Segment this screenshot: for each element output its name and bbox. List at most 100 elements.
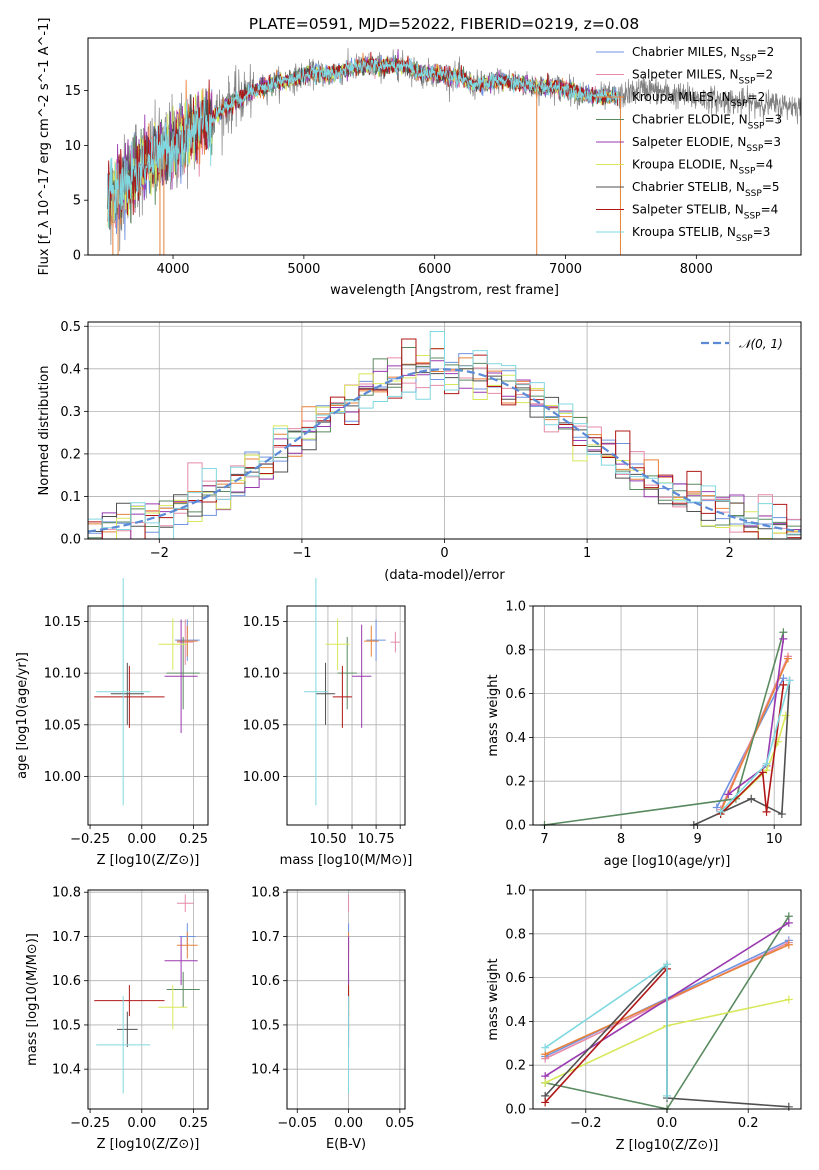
spectrum-ytick-label: 10 — [64, 139, 81, 154]
age_vs_Z-xtick-label: 0.00 — [127, 832, 156, 847]
mass_vs_Z-chart: −0.25 0.00 0.25 10.4 10.5 10.6 10.7 10.8 Z [log1… — [25, 886, 209, 1152]
weight-point-marker — [762, 759, 771, 768]
mass_vs_ebv-ytick-label: 10.5 — [251, 1018, 280, 1033]
spectrum-ytick-label: 5 — [73, 194, 81, 209]
weight-point-marker — [541, 1098, 550, 1107]
mass_vs_Z-xtick-label: 0.25 — [179, 1116, 208, 1131]
mass_vs_ebv-ytick-label: 10.8 — [251, 886, 280, 901]
spectrum-xlabel: wavelength [Angstrom, rest frame] — [330, 283, 559, 298]
weight-point-marker — [781, 711, 790, 720]
mass_vs_ebv-xtick-label: 0.05 — [385, 1116, 414, 1131]
age_vs_Z-ytick-label: 10.10 — [44, 667, 81, 682]
mass_vs_Z-ylabel: mass [log10(M/M⊙)] — [25, 933, 40, 1066]
age_vs_mass-ytick-label: 10.05 — [243, 718, 280, 733]
residual-histogram — [88, 330, 801, 540]
mass_vs_ebv-chart: −0.05 0.00 0.05 10.4 10.5 10.6 10.7 10.8 E(B-V) — [251, 886, 414, 1152]
mass_vs_Z-frame — [87, 889, 209, 1110]
weight-point-marker — [779, 634, 788, 643]
legend-entry: 𝒩(0, 1) — [739, 337, 783, 351]
age_vs_Z-xtick-label: 0.25 — [179, 832, 208, 847]
weight-point-marker — [779, 680, 788, 689]
weight_vs_Z-xtick-label: −0.2 — [570, 1116, 602, 1131]
residual-histogram — [88, 338, 801, 540]
weight_vs_Z-xtick-label: 0.2 — [738, 1116, 759, 1131]
weight_vs_Z-xlabel: Z [log10(Z/Z⊙)] — [616, 1138, 719, 1153]
mass_vs_Z-ytick-label: 10.5 — [52, 1018, 81, 1033]
weight_vs_age-ytick-label: 0.0 — [505, 819, 526, 834]
weight-point-marker — [762, 807, 771, 816]
weight_vs_Z-ylabel: mass weight — [486, 958, 501, 1040]
weight-series-line — [544, 968, 668, 1103]
mass_vs_Z-ytick-label: 10.4 — [52, 1063, 81, 1078]
legend-entry: Chabrier ELODIE, NSSP=3 — [632, 113, 782, 132]
age_vs_mass-chart: 10.50 10.75 10.00 10.05 10.10 10.15 mass [log1… — [243, 578, 412, 868]
weight_vs_Z-ytick-label: 1.0 — [505, 884, 526, 899]
mass_vs_Z-xlabel: Z [log10(Z/Z⊙)] — [97, 1137, 200, 1152]
spectrum-xtick-label: 6000 — [418, 262, 451, 277]
residuals-xtick-label: −2 — [150, 546, 169, 561]
weight_vs_age-ytick-label: 0.4 — [505, 731, 526, 746]
mass_vs_ebv-xlabel: E(B-V) — [326, 1137, 366, 1152]
weight_vs_Z-xtick-label: 0.0 — [657, 1116, 678, 1131]
legend-entry: Salpeter ELODIE, NSSP=3 — [632, 135, 781, 154]
age_vs_Z-xlabel: Z [log10(Z/Z⊙)] — [97, 853, 200, 868]
legend-entry: Kroupa MILES, NSSP=2 — [632, 90, 765, 109]
weight-point-marker — [777, 810, 786, 819]
residuals-ytick-label: 0.1 — [60, 490, 81, 505]
weight-point-marker — [541, 1078, 550, 1087]
mass_vs_ebv-frame — [286, 889, 406, 1110]
mass_vs_Z-ytick-label: 10.8 — [52, 886, 81, 901]
spectrum-xtick-label: 7000 — [549, 262, 582, 277]
weight-series-line — [544, 632, 785, 826]
age_vs_mass-xtick-label: 10.75 — [357, 832, 394, 847]
residuals-xtick-label: 0 — [440, 546, 448, 561]
weight_vs_age-ytick-label: 0.8 — [505, 643, 526, 658]
spectrum-ytick-label: 15 — [64, 84, 81, 99]
weight-point-marker — [716, 807, 725, 816]
residuals-ytick-label: 0.5 — [60, 320, 81, 335]
legend-entry: Salpeter STELIB, NSSP=4 — [632, 203, 778, 222]
residuals-xtick-label: 1 — [583, 546, 591, 561]
weight-point-marker — [758, 768, 767, 777]
spectrum-plot-area — [107, 48, 801, 255]
weight-point-marker — [784, 918, 793, 927]
weight-point-marker — [541, 1043, 550, 1052]
weight-point-marker — [785, 676, 794, 685]
weight_vs_age-xtick-label: 10 — [766, 832, 783, 847]
weight-point-marker — [663, 1091, 671, 1100]
mass_vs_ebv-ytick-label: 10.7 — [251, 930, 280, 945]
residuals-xtick-label: 2 — [726, 546, 734, 561]
weight-point-marker — [724, 790, 733, 799]
residuals-ytick-label: 0.3 — [60, 405, 81, 420]
weight-point-marker — [784, 995, 793, 1004]
weight_vs_age-ytick-label: 0.2 — [505, 775, 526, 790]
weight-point-marker — [783, 654, 792, 663]
mass_vs_ebv-xtick-label: −0.05 — [277, 1116, 317, 1131]
spectrum-frame — [87, 37, 802, 256]
age_vs_mass-ytick-label: 10.00 — [243, 770, 280, 785]
mass_vs_Z-ytick-label: 10.7 — [52, 930, 81, 945]
spectrum-ylabel: Flux [f_λ 10^-17 erg cm^-2 s^-1 A^-1] — [37, 18, 52, 276]
weight_vs_Z-ytick-label: 0.8 — [505, 927, 526, 942]
mass_vs_Z-xtick-label: 0.00 — [127, 1116, 156, 1131]
spectrum-model-line — [107, 58, 619, 228]
mass_vs_ebv-xtick-label: 0.00 — [334, 1116, 363, 1131]
weight_vs_age-xtick-label: 7 — [540, 832, 548, 847]
weight-point-marker — [663, 960, 671, 969]
age_vs_Z-ylabel: age [log10(age/yr)] — [15, 652, 30, 779]
weight_vs_age-ytick-label: 0.6 — [505, 687, 526, 702]
weight_vs_age-ylabel: mass weight — [486, 674, 501, 756]
figure-title: PLATE=0591, MJD=52022, FIBERID=0219, z=0… — [249, 15, 639, 33]
age_vs_Z-ytick-label: 10.05 — [44, 718, 81, 733]
residuals-xtick-label: −1 — [292, 546, 311, 561]
age_vs_mass-ytick-label: 10.10 — [243, 667, 280, 682]
residuals-xlabel: (data-model)/error — [384, 568, 505, 583]
mass_vs_Z-xtick-label: −0.25 — [70, 1116, 110, 1131]
spectrum-xtick-label: 4000 — [156, 262, 189, 277]
legend-entry: Kroupa STELIB, NSSP=3 — [632, 225, 770, 244]
weight_vs_Z-chart: −0.2 0.0 0.2 0.0 0.2 0.4 0.6 0.8 1.0 Z [log10(Z/Z… — [486, 884, 802, 1153]
weight-point-marker — [712, 803, 721, 812]
spectrum-xtick-label: 5000 — [287, 262, 320, 277]
